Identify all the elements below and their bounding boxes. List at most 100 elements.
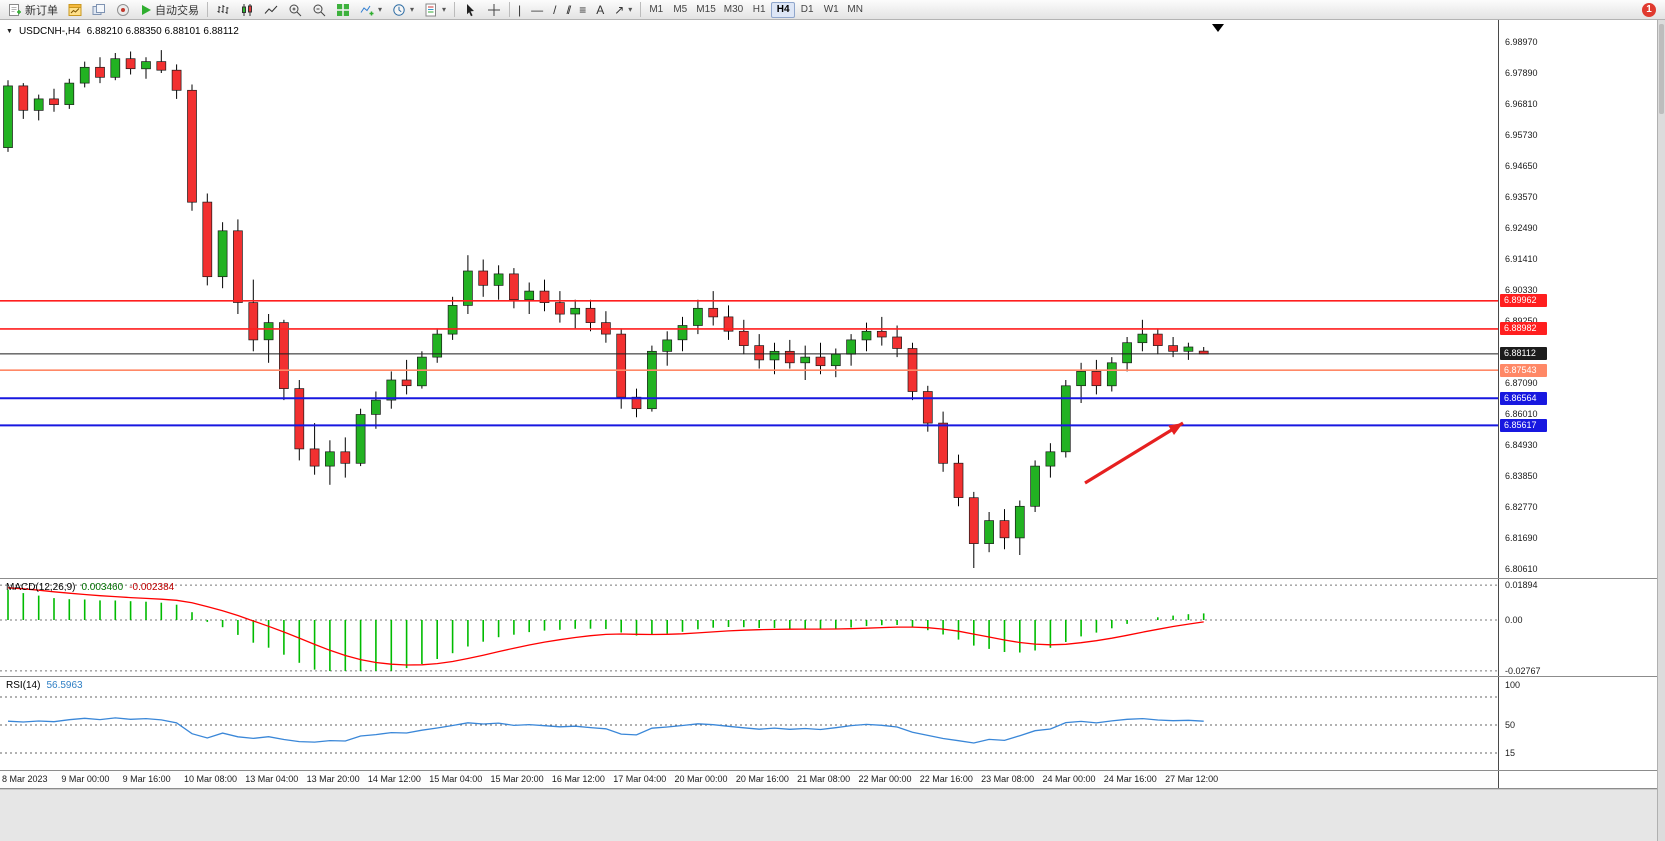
time-axis-label: 14 Mar 12:00	[367, 774, 421, 784]
panel-separator[interactable]	[0, 676, 1665, 677]
rsi-panel-canvas[interactable]	[0, 677, 1498, 770]
candlestick-chart-button[interactable]	[235, 1, 259, 19]
time-axis-label: 22 Mar 16:00	[919, 774, 973, 784]
symbol-dropdown-icon[interactable]: ▼	[6, 28, 13, 35]
macd-panel-canvas[interactable]	[0, 579, 1498, 676]
window-background	[0, 789, 1657, 841]
cursor-button[interactable]	[458, 1, 482, 19]
time-axis-label: 20 Mar 00:00	[674, 774, 728, 784]
macd-label: MACD(12,26,9)	[6, 582, 76, 593]
indicators-button[interactable]: ▾	[355, 1, 387, 19]
channel-tool-button[interactable]: //	[562, 1, 575, 19]
auto-trading-play-icon	[140, 3, 152, 17]
new-order-icon	[8, 3, 22, 17]
indicators-icon	[360, 3, 374, 17]
time-axis[interactable]: 8 Mar 2023 9 Mar 00:00 9 Mar 16:00 10 Mar 0…	[0, 771, 1498, 788]
horizontal-lines	[0, 299, 1498, 427]
toolbar-separator	[640, 2, 642, 17]
chart-ohlc-header: ▼ USDCNH-,H4 6.88210 6.88350 6.88101 6.8…	[6, 26, 239, 37]
price-tick-label: 6.94650	[1505, 161, 1538, 172]
timeframe-m1-button[interactable]: M1	[644, 2, 668, 18]
price-flag: 6.88982	[1500, 322, 1547, 336]
new-order-button[interactable]: 新订单	[3, 1, 63, 19]
vertical-scrollbar[interactable]	[1657, 20, 1665, 841]
macd-signal-value: -0.002384	[129, 582, 175, 593]
macd-signal-line	[7, 587, 1204, 666]
price-tick-label: 6.95730	[1505, 130, 1538, 141]
horizontal-line-tool-button[interactable]: —	[526, 1, 548, 19]
community-button[interactable]	[111, 1, 135, 19]
time-axis-label: 21 Mar 08:00	[797, 774, 851, 784]
price-tick-label: 6.89250	[1505, 316, 1538, 327]
text-tool-button[interactable]: A	[591, 1, 609, 19]
rsi-label: RSI(14)	[6, 680, 41, 691]
macd-main-value: 0.003460	[81, 582, 124, 593]
price-tick-label: 6.92490	[1505, 223, 1538, 234]
auto-trading-label: 自动交易	[155, 4, 199, 17]
crosshair-icon	[487, 3, 501, 17]
vertical-line-icon: |	[518, 2, 522, 17]
time-axis-label: 9 Mar 00:00	[61, 774, 110, 784]
arrows-tool-button[interactable]: ↗ ▾	[609, 1, 637, 19]
vertical-line-tool-button[interactable]: |	[513, 1, 526, 19]
profiles-button[interactable]	[87, 1, 111, 19]
price-axis[interactable]: 6.98970 6.97890 6.96810 6.95730 6.94650 6.935…	[1498, 20, 1657, 788]
toolbar-separator	[207, 2, 208, 17]
periods-button[interactable]: ▾	[387, 1, 419, 19]
auto-trading-button[interactable]: 自动交易	[135, 1, 204, 19]
price-tick-label: 6.80610	[1505, 564, 1538, 575]
fibonacci-tool-button[interactable]: ≡	[574, 1, 591, 19]
time-axis-label: 24 Mar 00:00	[1042, 774, 1096, 784]
price-tick-label: 6.86010	[1505, 409, 1538, 420]
scrollbar-thumb[interactable]	[1659, 24, 1664, 114]
timeframe-m5-button[interactable]: M5	[668, 2, 692, 18]
candlestick-series	[3, 50, 1209, 568]
rsi-axis-label: 50	[1505, 720, 1516, 730]
arrows-caret-icon: ▾	[628, 5, 633, 14]
price-flag: 6.86564	[1500, 391, 1547, 405]
rsi-axis-label: 15	[1505, 748, 1516, 758]
timeframe-m15-button[interactable]: M15	[692, 2, 719, 18]
tile-windows-button[interactable]	[331, 1, 355, 19]
price-flag: 6.87543	[1500, 363, 1547, 377]
price-tick-label: 6.87090	[1505, 378, 1538, 389]
line-chart-button[interactable]	[259, 1, 283, 19]
macd-axis-label: 0.01894	[1505, 580, 1538, 591]
panel-separator[interactable]	[0, 578, 1665, 579]
rsi-axis-label: 100	[1505, 680, 1521, 690]
timeframe-h4-button[interactable]: H4	[771, 1, 796, 18]
ohlc-values: 6.88210 6.88350 6.88101 6.88112	[86, 26, 239, 37]
bar-chart-button[interactable]	[211, 1, 235, 19]
trendline-icon: /	[553, 2, 557, 17]
timeframe-w1-button[interactable]: W1	[819, 2, 843, 18]
text-tool-icon: A	[596, 2, 605, 17]
cursor-icon	[463, 3, 477, 17]
notification-badge[interactable]: 1	[1642, 2, 1656, 17]
panel-separator	[0, 770, 1665, 771]
zoom-out-button[interactable]	[307, 1, 331, 19]
timeframe-mn-button[interactable]: MN	[843, 2, 867, 18]
timeframe-m30-button[interactable]: M30	[720, 2, 747, 18]
periods-caret-icon: ▾	[410, 5, 415, 14]
timeframe-d1-button[interactable]: D1	[795, 2, 819, 18]
time-axis-label: 27 Mar 12:00	[1165, 774, 1219, 784]
chart-shift-marker[interactable]	[1212, 24, 1224, 32]
macd-axis-label: -0.02767	[1505, 665, 1541, 676]
arrow-tool-icon: ↗	[614, 2, 625, 17]
rsi-header: RSI(14) 56.5963	[6, 680, 83, 691]
templates-button[interactable]: ▾	[419, 1, 451, 19]
trendline-tool-button[interactable]: /	[548, 1, 561, 19]
timeframe-h1-button[interactable]: H1	[747, 2, 771, 18]
price-flag: 6.85617	[1500, 418, 1547, 432]
price-chart-canvas[interactable]	[0, 20, 1498, 578]
indicators-caret-icon: ▾	[378, 5, 383, 14]
time-axis-label: 20 Mar 16:00	[735, 774, 789, 784]
price-tick-label: 6.90330	[1505, 285, 1538, 296]
zoom-in-button[interactable]	[283, 1, 307, 19]
bar-chart-icon	[216, 3, 230, 17]
crosshair-button[interactable]	[482, 1, 506, 19]
tile-windows-icon	[336, 3, 350, 17]
toolbar-separator	[509, 2, 511, 17]
new-chart-button[interactable]	[63, 1, 87, 19]
new-order-label: 新订单	[25, 4, 58, 17]
